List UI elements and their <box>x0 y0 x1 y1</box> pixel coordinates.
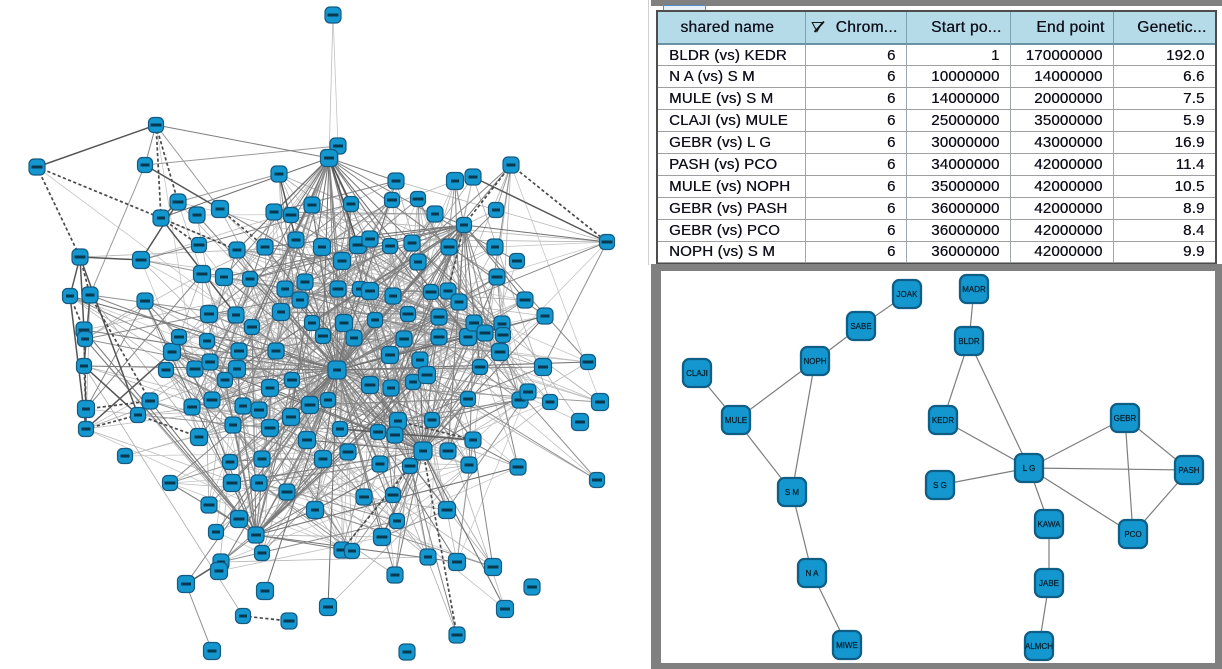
svg-text:CLAJI: CLAJI <box>686 369 708 378</box>
svg-text:MIWE: MIWE <box>836 641 858 650</box>
svg-text:JABE: JABE <box>1039 579 1059 588</box>
svg-text:L G: L G <box>1023 464 1036 473</box>
svg-text:S M: S M <box>785 488 800 497</box>
svg-text:KEDR: KEDR <box>932 416 954 425</box>
svg-text:MADR: MADR <box>962 285 986 294</box>
svg-text:PASH: PASH <box>1178 466 1199 475</box>
svg-text:ALMCH: ALMCH <box>1025 642 1053 651</box>
svg-text:GEBR: GEBR <box>1114 414 1137 423</box>
svg-text:PCO: PCO <box>1124 530 1141 539</box>
svg-text:BLDR: BLDR <box>958 337 980 346</box>
svg-text:S G: S G <box>933 481 947 490</box>
svg-text:NOPH: NOPH <box>803 357 826 366</box>
svg-text:MULE: MULE <box>725 416 747 425</box>
svg-text:KAWA: KAWA <box>1038 520 1062 529</box>
svg-text:N A: N A <box>806 569 820 578</box>
svg-text:SABE: SABE <box>850 322 871 331</box>
svg-text:JOAK: JOAK <box>897 290 919 299</box>
